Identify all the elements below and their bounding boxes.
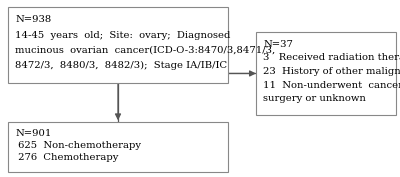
Text: mucinous  ovarian  cancer(ICD-O-3:8470/3,8471/3,: mucinous ovarian cancer(ICD-O-3:8470/3,8…: [15, 46, 276, 55]
Text: surgery or unknown: surgery or unknown: [263, 94, 366, 103]
FancyBboxPatch shape: [8, 7, 228, 83]
Text: 625  Non-chemotherapy: 625 Non-chemotherapy: [15, 141, 141, 150]
Text: N=938: N=938: [15, 15, 52, 24]
Text: 23  History of other malignancy.: 23 History of other malignancy.: [263, 67, 400, 76]
Text: 11  Non-underwent  cancer-directed: 11 Non-underwent cancer-directed: [263, 81, 400, 90]
Text: 276  Chemotherapy: 276 Chemotherapy: [15, 153, 118, 162]
Text: 3   Received radiation therapy: 3 Received radiation therapy: [263, 53, 400, 62]
Text: 8472/3,  8480/3,  8482/3);  Stage IA/IB/IC: 8472/3, 8480/3, 8482/3); Stage IA/IB/IC: [15, 61, 227, 70]
Text: N=901: N=901: [15, 129, 52, 138]
Text: 14-45  years  old;  Site:  ovary;  Diagnosed: 14-45 years old; Site: ovary; Diagnosed: [15, 31, 230, 40]
FancyBboxPatch shape: [256, 32, 396, 115]
Text: N=37: N=37: [263, 39, 293, 48]
FancyBboxPatch shape: [8, 122, 228, 172]
